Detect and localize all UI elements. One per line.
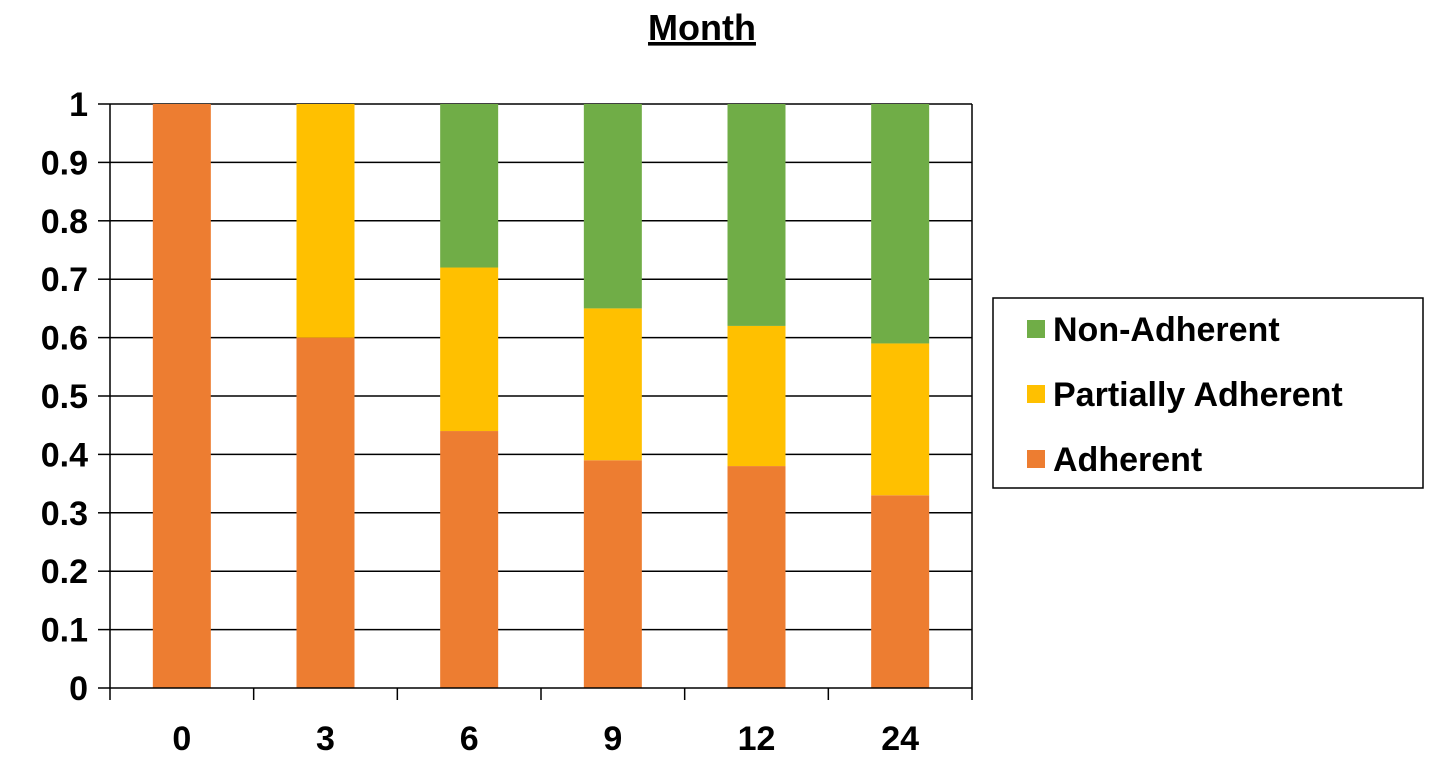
- bar-partially-adherent-12: [727, 325, 786, 467]
- legend: Non-Adherent Partially Adherent Adherent: [992, 297, 1424, 489]
- x-tick-label: 6: [460, 720, 479, 758]
- y-tick-label: 0.6: [41, 320, 88, 358]
- x-tick-label: 12: [738, 720, 776, 758]
- y-tick-label: 0.4: [41, 436, 88, 474]
- y-tick-label: 0.2: [41, 553, 88, 591]
- y-tick-label: 0.1: [41, 612, 88, 650]
- legend-label-adherent: Adherent: [1053, 441, 1202, 479]
- bar-non-adherent-24: [871, 104, 930, 344]
- x-tick-label: 9: [603, 720, 622, 758]
- x-tick-label: 24: [881, 720, 919, 758]
- legend-swatch-partially-adherent: [1027, 385, 1045, 403]
- legend-swatch-adherent: [1027, 450, 1045, 468]
- bar-adherent-24: [871, 495, 930, 688]
- bar-non-adherent-12: [727, 104, 786, 326]
- bar-partially-adherent-9: [583, 308, 642, 461]
- y-tick-label: 0.9: [41, 144, 88, 182]
- chart-title: Month: [648, 7, 756, 48]
- y-tick-label: 0.8: [41, 203, 88, 241]
- legend-label-partially-adherent: Partially Adherent: [1053, 376, 1343, 414]
- tick-labels-group: 0 0.1 0.2 0.3 0.4 0.5 0.6 0.7 0.8 0.9 1 0 3 6 9 12 24: [41, 86, 919, 758]
- bar-adherent-3: [296, 337, 355, 688]
- bar-adherent-12: [727, 466, 786, 688]
- y-tick-label: 1: [69, 86, 88, 124]
- bar-non-adherent-9: [583, 104, 642, 309]
- y-tick-label: 0: [69, 670, 88, 708]
- gridlines: [110, 103, 973, 688]
- y-tick-label: 0.5: [41, 378, 88, 416]
- x-tick-label: 3: [316, 720, 335, 758]
- bar-adherent-0: [152, 104, 211, 688]
- bar-non-adherent-6: [440, 104, 499, 268]
- y-tick-label: 0.3: [41, 495, 88, 533]
- bar-adherent-6: [440, 431, 499, 688]
- bar-partially-adherent-6: [440, 267, 499, 432]
- legend-box: [992, 297, 1424, 489]
- y-tick-label: 0.7: [41, 261, 88, 299]
- legend-swatch-non-adherent: [1027, 320, 1045, 338]
- bar-adherent-9: [583, 460, 642, 688]
- axes-group: [98, 103, 973, 700]
- bar-partially-adherent-3: [296, 104, 355, 338]
- legend-label-non-adherent: Non-Adherent: [1053, 311, 1280, 349]
- bar-partially-adherent-24: [871, 343, 930, 496]
- x-tick-label: 0: [172, 720, 191, 758]
- bars-group: [152, 104, 930, 688]
